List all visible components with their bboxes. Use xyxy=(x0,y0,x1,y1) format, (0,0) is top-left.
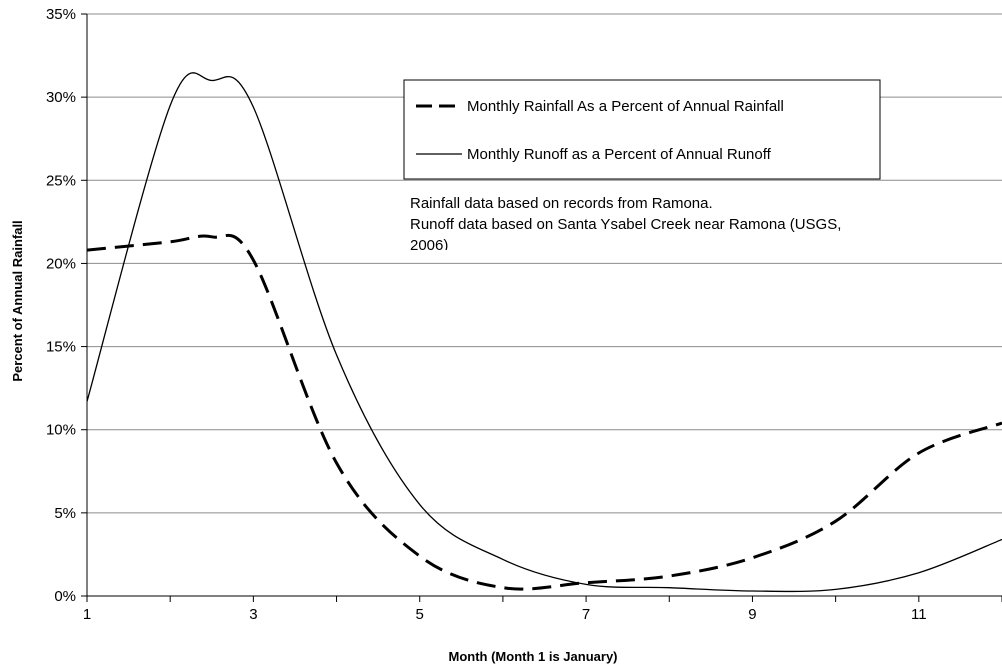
x-tick-label: 5 xyxy=(416,606,424,623)
x-tick-label: 1 xyxy=(83,606,91,623)
y-tick-label: 35% xyxy=(46,6,76,23)
x-tick-label: 9 xyxy=(748,606,756,623)
x-axis-ticks: 1 3 5 7 9 11 xyxy=(83,596,1002,623)
series-group xyxy=(86,72,1002,593)
y-tick-label: 10% xyxy=(46,422,76,439)
source-note-line-2: Runoff data based on Santa Ysabel Creek … xyxy=(410,216,841,233)
axes xyxy=(86,14,1002,597)
y-axis-title: Percent of Annual Rainfall xyxy=(10,220,25,381)
y-tick-label: 30% xyxy=(46,89,76,106)
y-tick-label: 15% xyxy=(46,339,76,356)
y-tick-label: 0% xyxy=(54,588,76,605)
source-note-line-3: 2006) xyxy=(410,237,448,254)
series-line-runoff xyxy=(86,72,1002,593)
x-tick-label: 11 xyxy=(911,606,927,623)
y-tick-label: 20% xyxy=(46,255,76,272)
legend: Monthly Rainfall As a Percent of Annual … xyxy=(403,79,881,180)
y-tick-label: 25% xyxy=(46,172,76,189)
x-tick-label: 3 xyxy=(249,606,257,623)
legend-label-runoff: Monthly Runoff as a Percent of Annual Ru… xyxy=(467,146,772,163)
source-note: Rainfall data based on records from Ramo… xyxy=(410,195,841,254)
y-axis-ticks: 0% 5% 10% 15% 20% 25% 30% 35% xyxy=(46,6,87,605)
x-tick-label: 7 xyxy=(582,606,590,623)
series-line-rainfall xyxy=(86,233,1002,591)
legend-box xyxy=(403,79,881,180)
y-tick-label: 5% xyxy=(54,505,76,522)
x-axis-title: Month (Month 1 is January) xyxy=(449,649,618,664)
source-note-line-1: Rainfall data based on records from Ramo… xyxy=(410,195,713,212)
legend-label-rainfall: Monthly Rainfall As a Percent of Annual … xyxy=(467,98,784,115)
